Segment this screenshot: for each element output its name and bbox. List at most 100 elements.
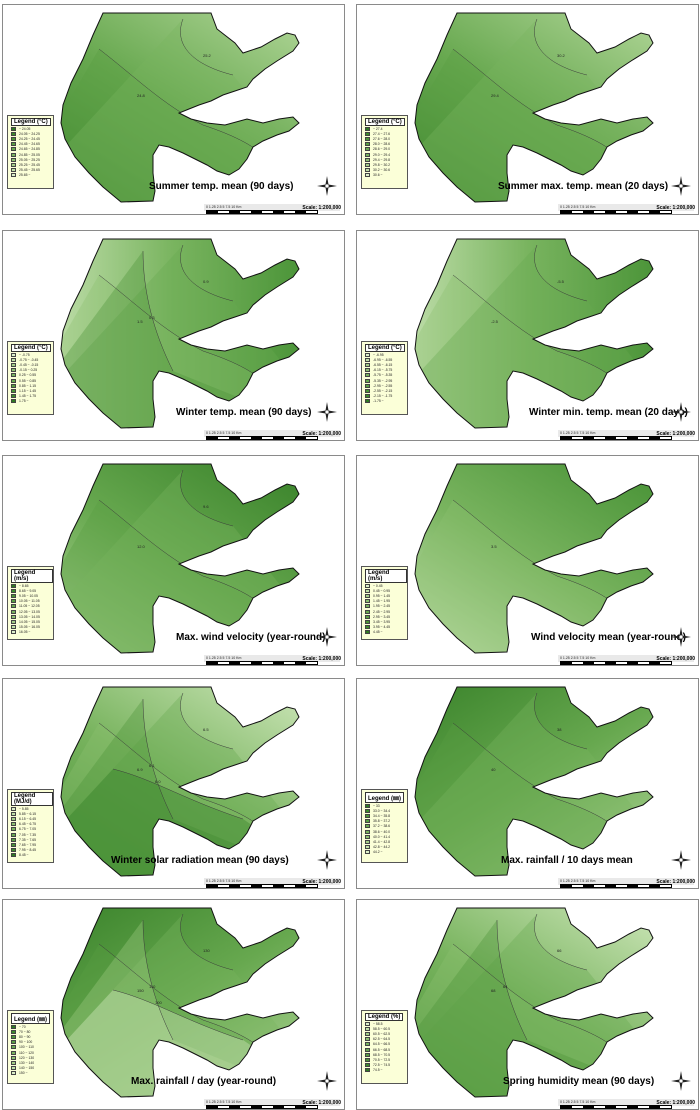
legend-item: 9.05 ~ 10.05: [11, 593, 53, 598]
legend-item: ~ 8.65: [11, 583, 53, 588]
legend-label: 24.25 ~ 24.45: [19, 136, 40, 141]
legend-swatch: [11, 630, 16, 635]
scale-bar: [206, 436, 318, 440]
legend-label: -6.15 ~ -5.75: [373, 368, 393, 373]
legend-label: 29.8 ~ 30.2: [373, 162, 391, 167]
legend-swatch: [365, 1037, 370, 1042]
legend-item: 7.05 ~ 7.35: [11, 832, 53, 837]
legend-item: 27.4 ~ 27.6: [365, 131, 407, 136]
legend-swatch: [365, 362, 370, 367]
legend-label: 3.45 ~ 3.95: [373, 619, 391, 624]
legend-label: 66.5 ~ 68.5: [373, 1047, 391, 1052]
legend-item: 58.5 ~ 60.5: [365, 1026, 407, 1031]
scale-label: Scale: 1:200,000: [656, 1100, 695, 1106]
contour-label: 30.2: [557, 53, 566, 58]
legend-label: 35.8 ~ 37.2: [373, 819, 391, 824]
legend-item: 70.5 ~ 72.5: [365, 1057, 407, 1062]
legend-label: 1.45 ~ 1.75: [19, 394, 37, 399]
contour-label: 25.2: [203, 53, 212, 58]
map-panel: 6.9 6.5 6.1 6.0 Legend (MJ/d) ~ 5.85 5.85 ~ 6.…: [2, 678, 345, 889]
contour-line: [534, 18, 588, 76]
contour-line: [98, 48, 266, 158]
legend-item: 35.8 ~ 37.2: [365, 819, 407, 824]
legend-item: -6.95 ~ -6.55: [365, 357, 407, 362]
legend-swatch: [11, 1040, 16, 1045]
map-title: Max. rainfall / day (year-round): [131, 1076, 277, 1087]
legend-swatch: [365, 625, 370, 630]
map-title: Summer temp. mean (90 days): [149, 181, 294, 192]
legend-item: 24.65 ~ 24.85: [11, 147, 53, 152]
legend-swatch: [365, 1042, 370, 1047]
legend-swatch: [365, 1068, 370, 1073]
legend-item: ~ 24.05: [11, 126, 53, 131]
legend-swatch: [365, 850, 370, 855]
legend-item: 2.95 ~ 3.45: [365, 614, 407, 619]
legend-swatch: [365, 803, 370, 808]
region-map: 6.9 6.5 6.1 6.0: [60, 686, 300, 877]
legend-item: 0.25 ~ 0.55: [11, 373, 53, 378]
map-legend: Legend (m/s) ~ 8.65 8.65 ~ 9.05 9.05 ~ 10.0…: [7, 566, 54, 640]
map-legend: Legend (㎜) ~ 33 33.0 ~ 34.4 34.4 ~ 35.8 35.8…: [361, 789, 408, 863]
region-outline: [60, 463, 300, 654]
legend-swatch: [365, 845, 370, 850]
legend-swatch: [11, 173, 16, 178]
legend-item: -2.95 ~ -2.55: [365, 383, 407, 388]
map-legend: Legend (㎜) ~ 70 70 ~ 80 80 ~ 90 90 ~ 100 100 …: [7, 1010, 54, 1084]
map-panel: 1.5 0.9 0.3 Legend (°C) ~ -0.75 -0.75 ~ -0.45…: [2, 230, 345, 441]
legend-swatch: [11, 822, 16, 827]
contour-label: 100: [155, 1000, 162, 1005]
value-band: [61, 920, 299, 1097]
contour-line: [452, 722, 620, 832]
legend-title: Legend (%): [365, 1013, 404, 1021]
contour-line: [452, 48, 620, 158]
scale-bar-area: [204, 430, 340, 437]
legend-item: 11.05 ~ 12.05: [11, 604, 53, 609]
legend-swatch: [365, 378, 370, 383]
map-panel: 40 38 Legend (㎜) ~ 33 33.0 ~ 34.4 34.4 ~ 35.8…: [356, 678, 699, 889]
scale-bar: [560, 661, 672, 665]
legend-label: 30.2 ~ 30.6: [373, 168, 391, 173]
legend-swatch: [11, 848, 16, 853]
legend-swatch: [365, 630, 370, 635]
scale-bar-area: [204, 878, 340, 885]
legend-label: -6.95 ~ -6.55: [373, 357, 393, 362]
scale-label: Scale: 1:200,000: [302, 431, 341, 437]
contour-label: 40: [491, 767, 496, 772]
legend-swatch: [365, 583, 370, 588]
north-arrow-icon: [317, 176, 337, 196]
legend-swatch: [11, 352, 16, 357]
legend-item: -5.35 ~ -2.95: [365, 378, 407, 383]
scale-label: Scale: 1:200,000: [656, 879, 695, 885]
region-map: -2.5 -5.5: [414, 238, 654, 429]
legend-label: 29.4 ~ 29.8: [373, 157, 391, 162]
legend-item: 41.4 ~ 42.8: [365, 839, 407, 844]
legend-swatch: [11, 806, 16, 811]
map-title: Winter temp. mean (90 days): [176, 407, 312, 418]
legend-label: 64.5 ~ 66.5: [373, 1042, 391, 1047]
legend-swatch: [11, 383, 16, 388]
legend-label: 70.5 ~ 72.5: [373, 1057, 391, 1062]
legend-label: 70 ~ 80: [19, 1029, 31, 1034]
legend-title: Legend (m/s): [365, 569, 407, 583]
legend-item: ~ -0.75: [11, 352, 53, 357]
contour-line: [142, 250, 174, 372]
map-title: Max. wind velocity (year-round): [176, 632, 326, 643]
legend-swatch: [365, 168, 370, 173]
region-map: 68 66 64: [414, 907, 654, 1098]
contour-line: [98, 274, 266, 384]
legend-swatch: [365, 614, 370, 619]
legend-label: 7.35 ~ 7.65: [19, 837, 37, 842]
legend-label: 0.95 ~ 1.45: [373, 593, 391, 598]
value-band: [61, 699, 299, 876]
contour-line: [98, 943, 266, 1053]
legend-item: -5.75 ~ -5.35: [365, 373, 407, 378]
legend-label: ~ 70: [19, 1024, 26, 1029]
contour-label: 130: [203, 948, 210, 953]
map-panel: 150 130 110 100 Legend (㎜) ~ 70 70 ~ 80 80 ~ 90…: [2, 899, 345, 1110]
contour-line: [98, 722, 266, 832]
legend-label: 80 ~ 90: [19, 1034, 31, 1039]
contour-label: 110: [149, 984, 156, 989]
legend-label: 74.5 ~: [373, 1068, 383, 1073]
legend-item: 70 ~ 80: [11, 1029, 53, 1034]
scale-bar-area: [204, 204, 340, 211]
